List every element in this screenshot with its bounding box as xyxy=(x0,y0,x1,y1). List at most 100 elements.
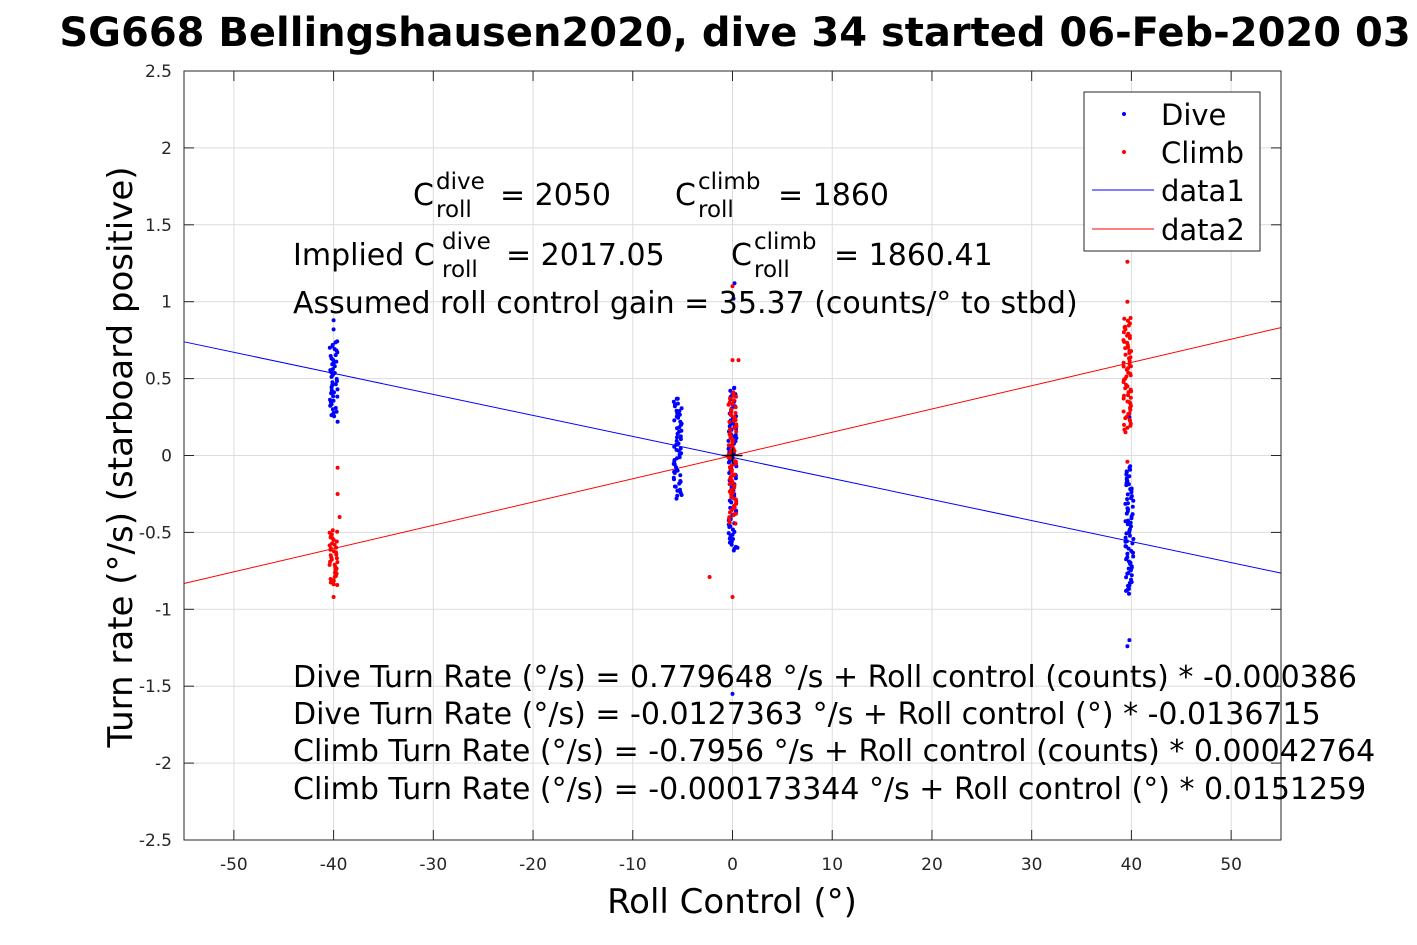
dive-point xyxy=(1130,504,1135,509)
x-tick-label: -30 xyxy=(419,855,447,875)
climb-point xyxy=(337,515,342,519)
x-tick-label: 10 xyxy=(821,855,843,875)
c-dive-subscript: roll xyxy=(436,197,472,223)
dive-point xyxy=(331,327,336,332)
climb-point xyxy=(729,508,734,513)
equation-dive-degrees: Dive Turn Rate (°/s) = -0.0127363 °/s + … xyxy=(293,697,1321,732)
dive-point xyxy=(674,414,679,419)
dive-point xyxy=(678,473,683,478)
legend-dive-marker xyxy=(1122,112,1126,116)
x-tick-label: 40 xyxy=(1121,855,1143,875)
climb-point xyxy=(328,553,333,558)
climb-point xyxy=(1128,316,1133,320)
dive-point xyxy=(735,545,740,550)
legend-data1-label: data1 xyxy=(1161,174,1245,208)
dive-point xyxy=(335,339,340,344)
x-tick-label: -20 xyxy=(519,855,547,875)
implied-c-climb-symbol: C xyxy=(731,238,752,273)
implied-climb-superscript: climb xyxy=(754,229,816,255)
climb-point xyxy=(1122,427,1127,432)
climb-point xyxy=(730,444,735,449)
dive-point xyxy=(678,434,683,439)
climb-point xyxy=(1122,422,1126,427)
x-tick-label: -10 xyxy=(619,855,647,875)
x-axis-label: Roll Control (°) xyxy=(607,882,857,922)
dive-point xyxy=(331,394,336,399)
data-points xyxy=(327,259,1136,696)
dive-point xyxy=(1125,644,1130,649)
dive-point xyxy=(1125,492,1130,497)
dive-point xyxy=(1129,549,1134,553)
dive-point xyxy=(1125,501,1130,506)
climb-point xyxy=(1124,382,1129,387)
dive-point xyxy=(332,371,337,375)
y-tick-label: -1 xyxy=(155,600,172,620)
dive-point xyxy=(1125,506,1130,511)
climb-point xyxy=(732,415,737,420)
climb-point xyxy=(727,400,732,405)
climb-point xyxy=(1125,299,1130,304)
climb-point xyxy=(1125,425,1130,430)
dive-point xyxy=(1126,518,1130,523)
dive-point xyxy=(675,401,680,406)
dive-point xyxy=(330,367,335,372)
climb-point xyxy=(334,539,339,544)
dive-point xyxy=(679,428,684,433)
dive-point xyxy=(727,498,732,503)
climb-point xyxy=(707,575,712,579)
dive-point xyxy=(671,399,676,404)
legend: Dive Climb data1 data2 xyxy=(1083,91,1261,252)
dive-point xyxy=(1129,524,1133,529)
climb-point xyxy=(728,431,733,436)
dive-point xyxy=(1130,541,1135,546)
x-tick-label: 50 xyxy=(1220,855,1242,875)
climb-point xyxy=(1127,348,1132,353)
legend-box xyxy=(1083,91,1261,252)
dive-point xyxy=(335,394,340,399)
dive-point xyxy=(733,433,738,437)
dive-point xyxy=(675,435,679,440)
c-climb-value: = 1860 xyxy=(778,178,889,213)
dive-point xyxy=(678,446,683,451)
dive-point xyxy=(1129,486,1134,491)
dive-point xyxy=(1129,573,1134,578)
dive-point xyxy=(672,484,677,489)
climb-point xyxy=(1121,360,1126,365)
climb-point xyxy=(731,398,736,403)
dive-point xyxy=(1124,469,1129,474)
implied-dive-superscript: dive xyxy=(442,229,491,255)
dive-point xyxy=(1125,555,1130,560)
climb-point xyxy=(330,541,335,546)
dive-point xyxy=(333,406,338,410)
climb-point xyxy=(729,407,734,412)
climb-point xyxy=(1125,318,1130,323)
dive-point xyxy=(675,493,680,498)
climb-point xyxy=(331,549,336,554)
y-tick-label: -0.5 xyxy=(139,523,172,543)
dive-point xyxy=(1127,474,1132,479)
climb-point xyxy=(730,284,735,289)
dive-point xyxy=(678,487,682,492)
climb-point xyxy=(330,528,335,533)
dive-point xyxy=(333,382,338,387)
climb-point xyxy=(335,560,340,565)
climb-point xyxy=(334,556,339,561)
climb-point xyxy=(335,583,340,587)
dive-point xyxy=(730,691,735,696)
climb-point xyxy=(1128,421,1133,426)
climb-point xyxy=(736,358,741,363)
dive-point xyxy=(1128,464,1133,469)
climb-point xyxy=(332,562,337,567)
dive-point xyxy=(1126,566,1131,571)
dive-point xyxy=(335,419,340,424)
dive-point xyxy=(1124,539,1129,544)
legend-climb-marker xyxy=(1122,150,1126,154)
dive-point xyxy=(1127,638,1132,643)
dive-point xyxy=(678,419,683,424)
climb-point xyxy=(729,463,734,468)
dive-point xyxy=(1129,577,1133,582)
climb-point xyxy=(730,595,735,599)
climb-point xyxy=(335,529,340,534)
dive-point xyxy=(1128,520,1133,525)
climb-point xyxy=(1128,395,1133,400)
